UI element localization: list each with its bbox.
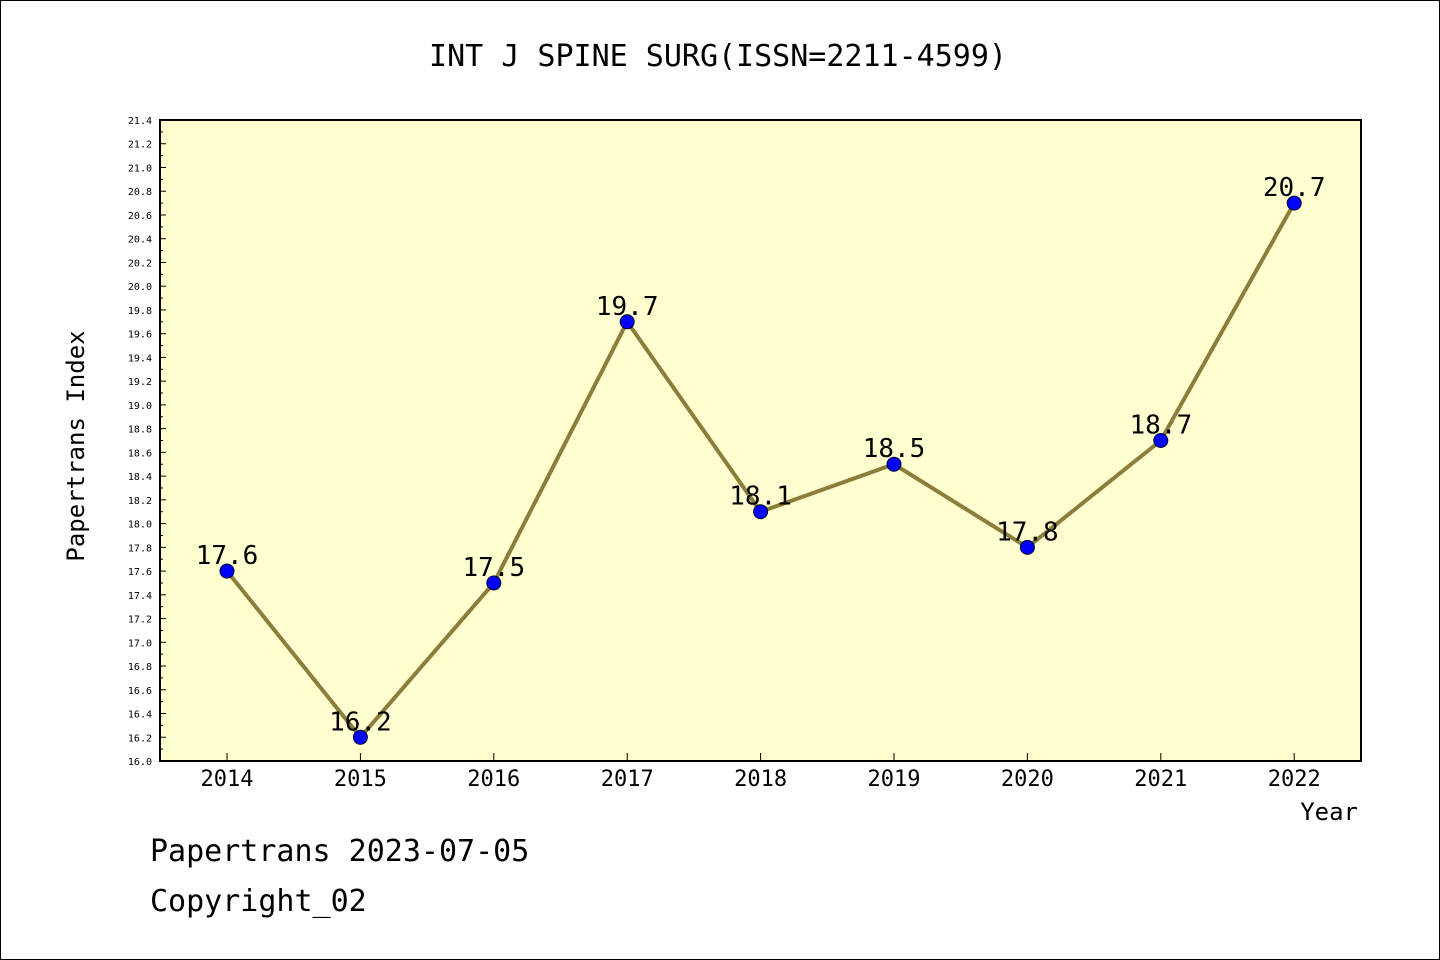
data-point [1153, 433, 1169, 448]
x-axis: 2014 2015 2016 2017 2018 2019 2020 2021 2022 [201, 753, 1321, 792]
y-tick-label: 21.2 [128, 140, 152, 151]
y-tick-label: 19.2 [128, 377, 152, 388]
y-tick-label: 20.6 [128, 211, 152, 222]
y-tick-label: 17.8 [128, 543, 152, 554]
y-tick-label: 17.2 [128, 615, 152, 626]
footer-copyright: Copyright_02 [150, 884, 367, 919]
data-point [352, 729, 368, 745]
y-tick-label: 21.0 [128, 163, 152, 174]
y-tick-label: 17.6 [128, 567, 152, 578]
data-point [753, 504, 769, 520]
y-tick-label: 17.0 [128, 638, 152, 649]
x-tick-label: 2018 [734, 767, 787, 792]
y-tick-label: 16.8 [128, 662, 152, 673]
x-tick-label: 2016 [467, 767, 520, 792]
data-label: 17.5 [462, 553, 525, 583]
y-tick-label: 18.0 [128, 520, 152, 531]
y-tick-label: 19.0 [128, 401, 152, 412]
x-tick-label: 2021 [1134, 767, 1187, 792]
x-tick-label: 2019 [868, 767, 921, 792]
plot-area [159, 119, 1362, 762]
data-point [486, 575, 502, 591]
x-axis-label: Year [1300, 798, 1358, 826]
y-tick-label: 20.8 [128, 187, 152, 198]
data-point [1286, 195, 1302, 211]
series [219, 195, 1302, 745]
data-point [886, 456, 902, 472]
data-label: 17.8 [996, 517, 1059, 547]
y-tick-label: 17.4 [128, 591, 152, 602]
data-label: 16.2 [329, 707, 392, 737]
y-tick-label: 20.0 [128, 282, 152, 293]
x-tick-label: 2017 [601, 767, 654, 792]
chart-title: INT J SPINE SURG(ISSN=2211-4599) [429, 39, 1007, 74]
data-point [219, 563, 235, 579]
y-tick-label: 21.4 [128, 116, 152, 127]
data-point [1019, 539, 1035, 555]
x-tick-label: 2015 [334, 767, 387, 792]
data-label: 20.7 [1263, 173, 1326, 203]
data-label: 18.7 [1129, 411, 1192, 441]
y-tick-label: 16.0 [128, 757, 152, 768]
y-tick-label: 20.4 [128, 235, 152, 246]
y-tick-label: 16.4 [128, 710, 152, 721]
data-label: 19.7 [596, 292, 659, 322]
y-tick-label: 19.8 [128, 306, 152, 317]
y-tick-label: 18.6 [128, 448, 152, 459]
data-point [619, 314, 635, 330]
y-tick-label: 19.4 [128, 353, 152, 364]
data-label: 18.5 [863, 434, 926, 464]
x-tick-label: 2014 [201, 767, 254, 792]
y-tick-label: 20.2 [128, 258, 152, 269]
data-label: 18.1 [729, 482, 792, 512]
x-tick-label: 2022 [1268, 767, 1321, 792]
y-tick-label: 18.2 [128, 496, 152, 507]
y-tick-label: 18.4 [128, 472, 152, 483]
data-label: 17.6 [196, 541, 259, 571]
y-axis: 16.0 16.2 16.4 16.6 16.8 17.0 17.2 17.4 17.6 17.8… [128, 116, 166, 768]
y-tick-label: 18.8 [128, 425, 152, 436]
y-tick-label: 16.6 [128, 686, 152, 697]
y-axis-label: Papertrans Index [62, 330, 90, 561]
x-tick-label: 2020 [1001, 767, 1054, 792]
y-tick-label: 19.6 [128, 330, 152, 341]
data-labels: 17.6 16.2 17.5 19.7 18.1 18.5 17.8 18.7 20.7 [196, 173, 1326, 737]
footer-date: Papertrans 2023-07-05 [150, 834, 530, 869]
y-tick-label: 16.2 [128, 733, 152, 744]
